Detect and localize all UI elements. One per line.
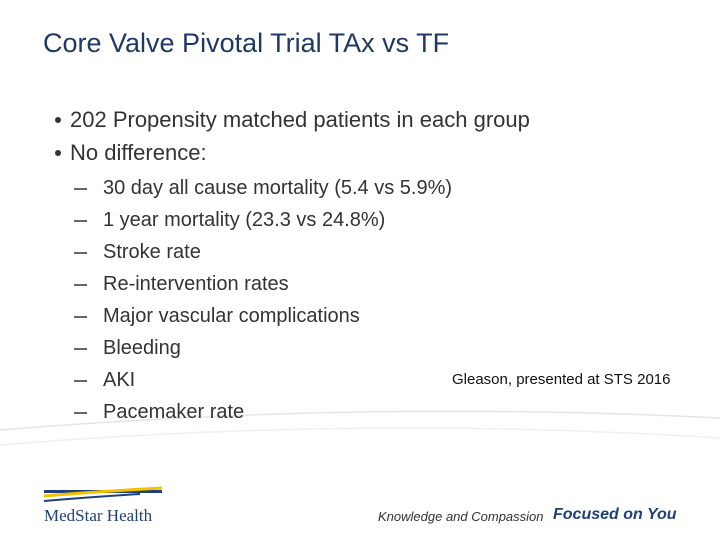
logo-mark [43, 486, 163, 502]
slogan: Focused on You [553, 506, 677, 523]
sub-bullet: AKI [103, 369, 136, 391]
citation: Gleason, presented at STS 2016 [452, 371, 671, 388]
dash-markers [74, 188, 87, 414]
tagline: Knowledge and Compassion [378, 509, 544, 524]
bullet: 202 Propensity matched patients in each … [70, 107, 530, 132]
sub-bullet: Stroke rate [103, 241, 201, 263]
title: Core Valve Pivotal Trial TAx vs TF [43, 28, 450, 58]
sub-bullet: 30 day all cause mortality (5.4 vs 5.9%) [103, 177, 453, 199]
footer-curve [0, 410, 720, 431]
sub-bullet: Major vascular complications [103, 305, 360, 327]
bullet: No difference: [70, 140, 207, 165]
sub-bullet: Re-intervention rates [103, 273, 289, 295]
bullet-marker [55, 150, 61, 156]
bullet-marker [55, 117, 61, 123]
sub-bullet: Bleeding [103, 337, 181, 359]
sub-bullet: 1 year mortality (23.3 vs 24.8%) [103, 209, 386, 231]
logo-text: MedStar Health [44, 506, 153, 525]
sub-bullet: Pacemaker rate [103, 401, 245, 423]
footer-curve [0, 427, 720, 446]
